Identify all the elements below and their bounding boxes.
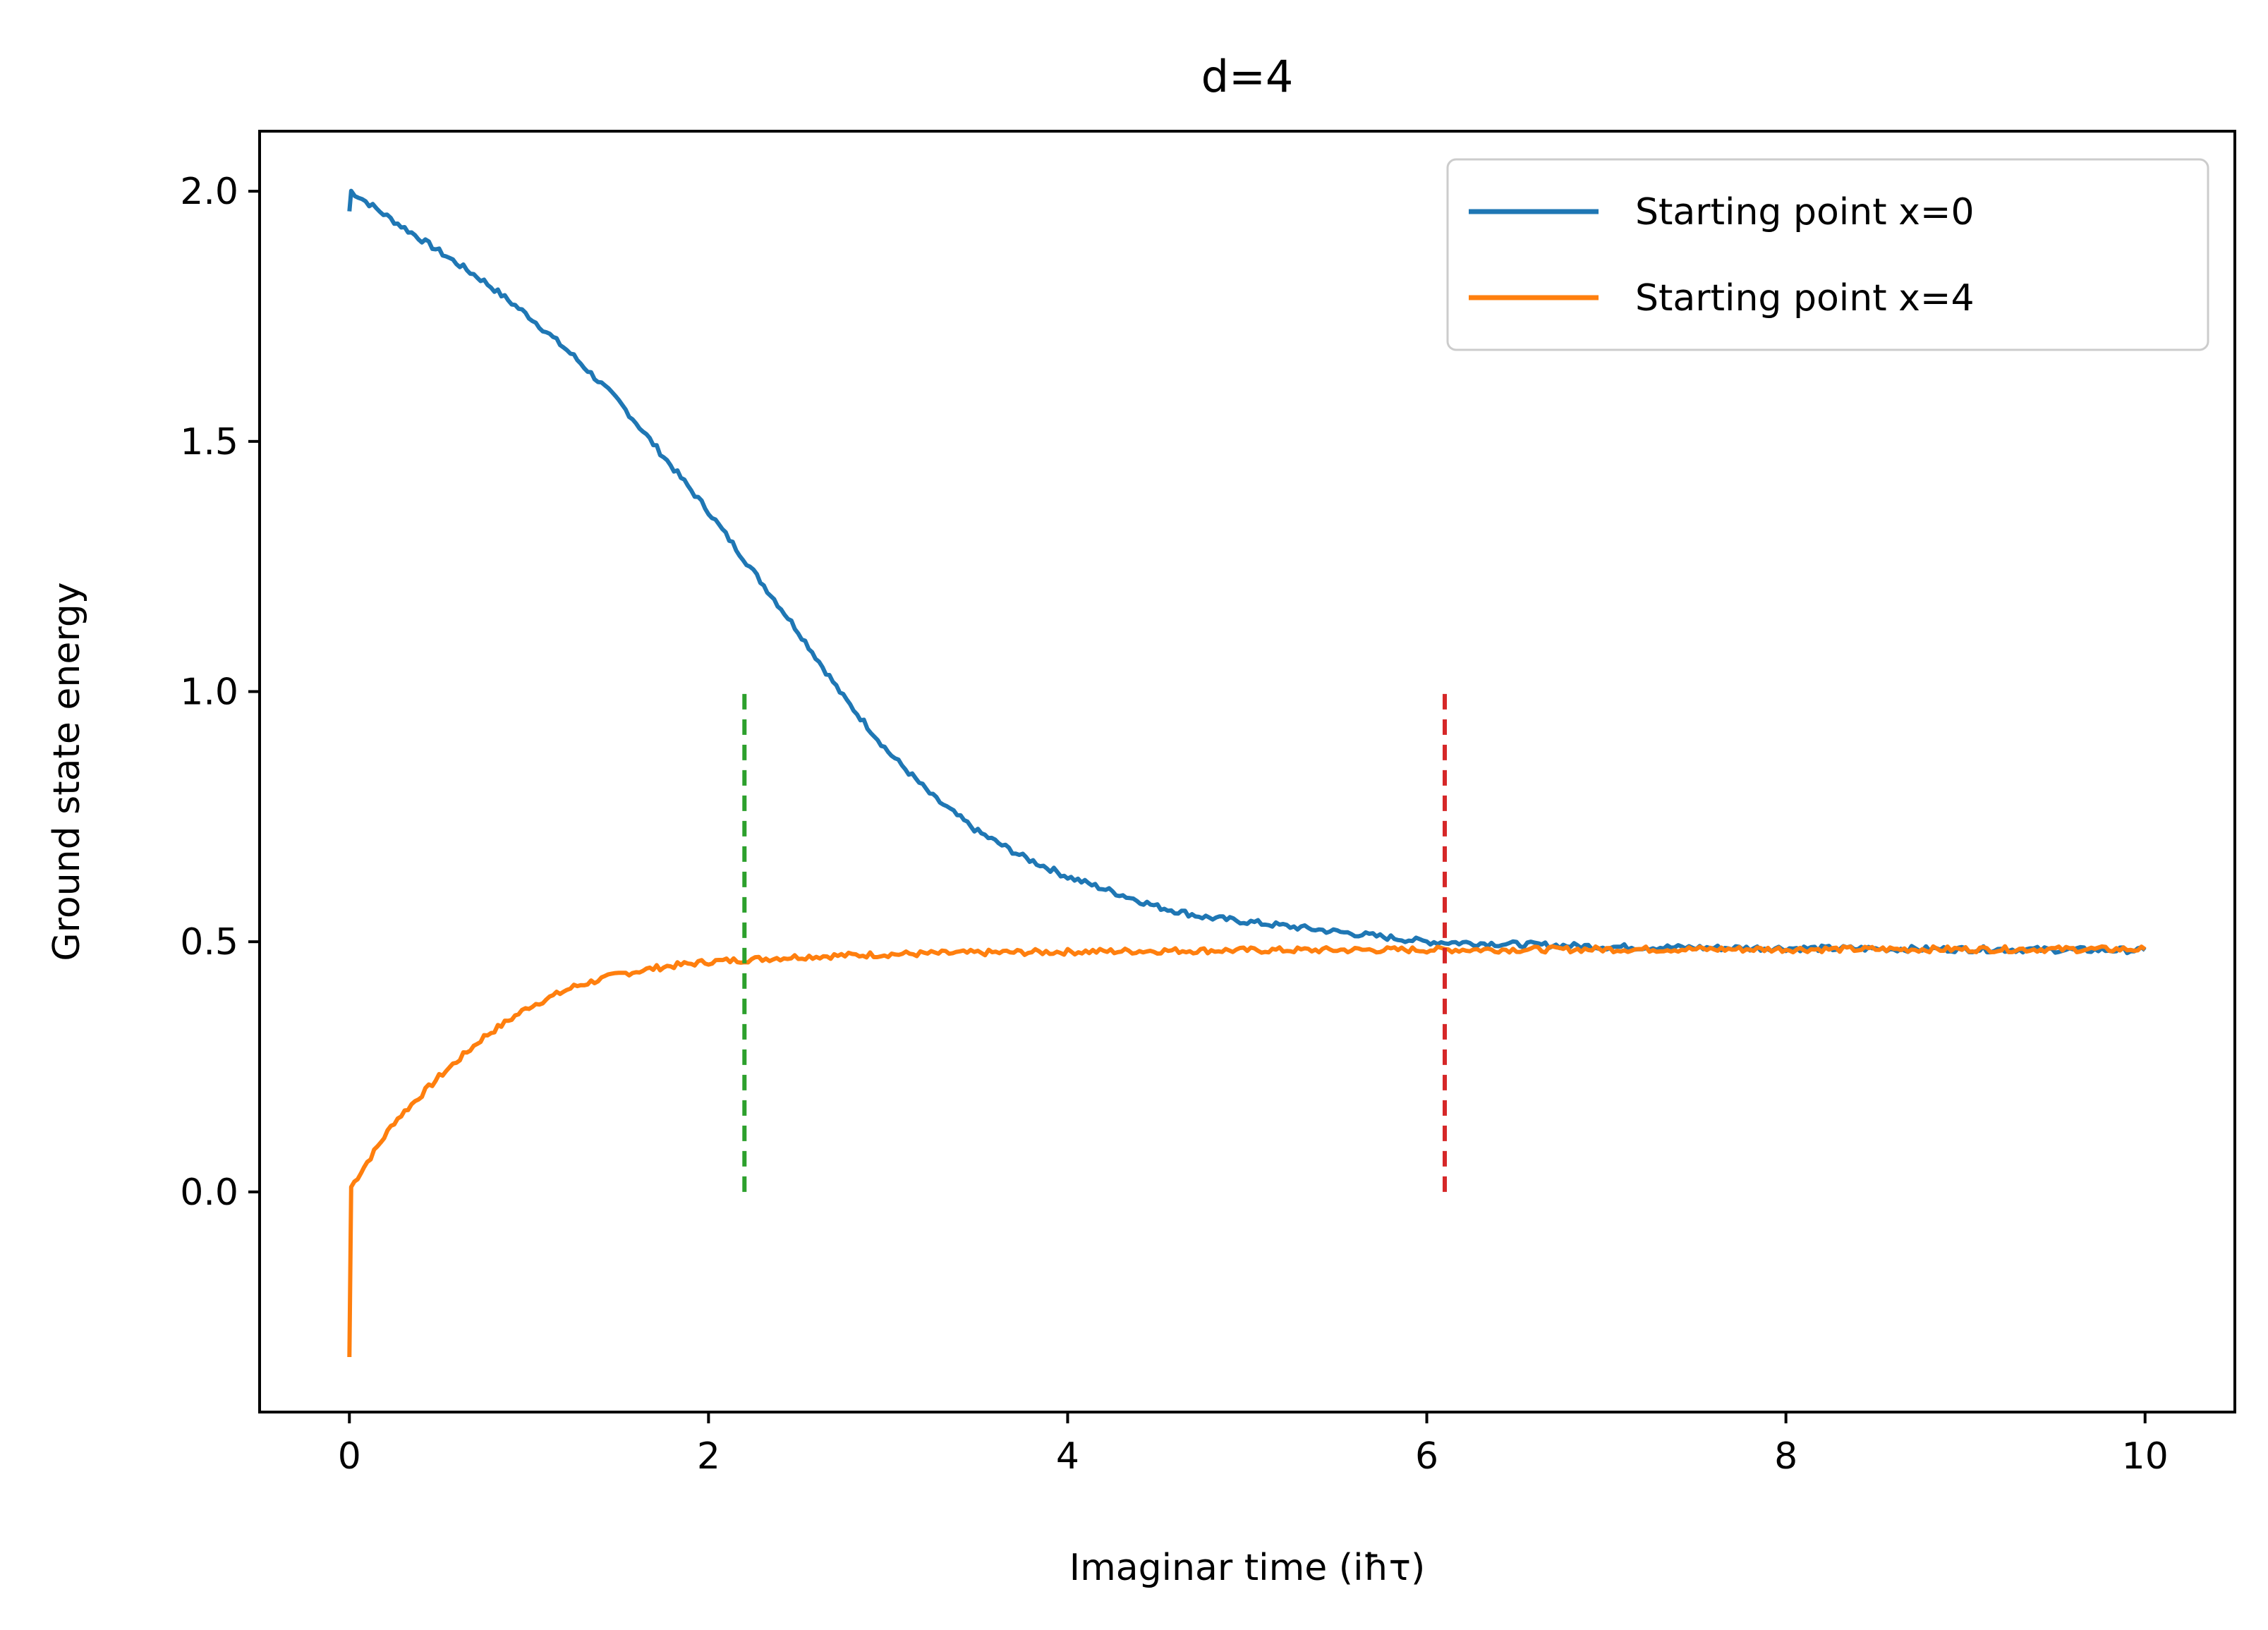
legend-label-x4: Starting point x=4	[1635, 277, 1975, 320]
x-tick-label: 0	[338, 1435, 361, 1478]
x-tick-label: 4	[1056, 1435, 1079, 1478]
y-tick-label: 0.5	[180, 921, 238, 963]
y-tick-label: 2.0	[180, 171, 238, 213]
y-tick-label: 0.0	[180, 1172, 238, 1214]
x-tick-label: 10	[2122, 1435, 2169, 1478]
x-tick-label: 6	[1415, 1435, 1438, 1478]
legend: Starting point x=0 Starting point x=4	[1446, 158, 2209, 351]
y-axis: 0.0 0.5 1.0 1.5 2.0	[180, 171, 260, 1214]
chart-title: d=4	[1201, 51, 1294, 102]
legend-box	[1446, 158, 2209, 351]
x-axis-label: Imaginar time (iħτ)	[1069, 1547, 1426, 1589]
plot-frame	[258, 130, 2236, 1413]
y-axis-label: Ground state energy	[46, 582, 88, 961]
y-tick-label: 1.5	[180, 421, 238, 463]
x-axis: 0 2 4 6 8 10	[338, 1412, 2169, 1478]
legend-label-x0: Starting point x=0	[1635, 191, 1975, 233]
series-line-x4	[347, 944, 2147, 1358]
x-tick-label: 2	[697, 1435, 720, 1478]
x-tick-label: 8	[1774, 1435, 1797, 1478]
series-layer	[347, 188, 2147, 1358]
y-tick-label: 1.0	[180, 671, 238, 714]
